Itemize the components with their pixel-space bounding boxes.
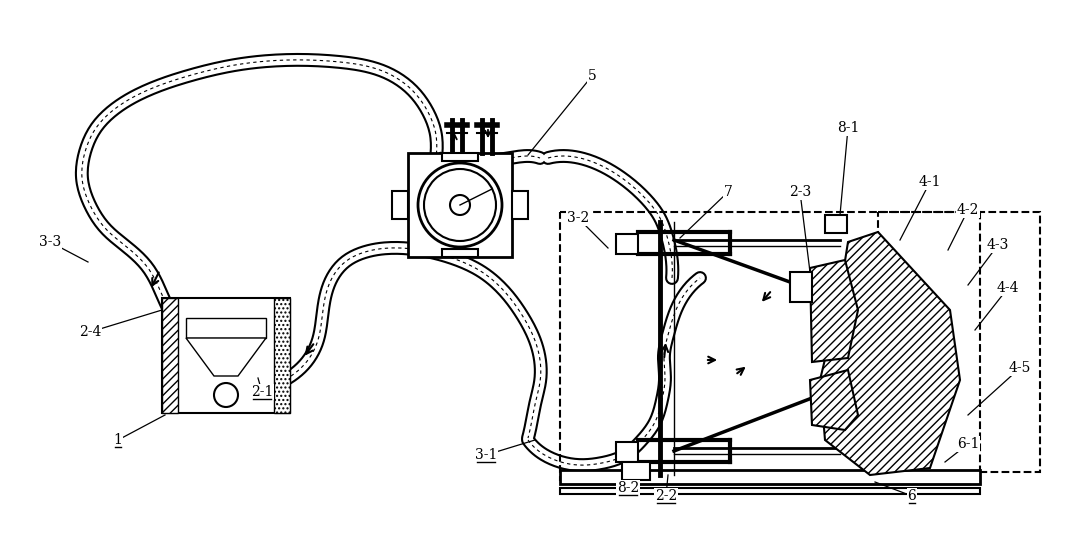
Text: 6-1: 6-1 bbox=[957, 437, 980, 451]
Text: 4-4: 4-4 bbox=[997, 281, 1019, 295]
Circle shape bbox=[214, 383, 238, 407]
Text: 2-1: 2-1 bbox=[251, 385, 273, 399]
Text: 5: 5 bbox=[587, 69, 596, 83]
Bar bbox=[392, 191, 408, 219]
Polygon shape bbox=[810, 260, 858, 362]
Text: 2-3: 2-3 bbox=[788, 185, 811, 199]
Bar bbox=[878, 212, 1040, 472]
Bar bbox=[512, 191, 529, 219]
Circle shape bbox=[418, 163, 502, 247]
Bar bbox=[622, 462, 650, 480]
Text: 3-1: 3-1 bbox=[475, 448, 497, 462]
Bar bbox=[616, 234, 638, 254]
Text: 2-2: 2-2 bbox=[655, 489, 677, 503]
Text: 8-1: 8-1 bbox=[836, 121, 859, 135]
Bar bbox=[162, 298, 290, 413]
Bar bbox=[162, 298, 178, 413]
Polygon shape bbox=[820, 232, 960, 475]
Circle shape bbox=[424, 169, 496, 241]
Text: 1: 1 bbox=[114, 433, 122, 447]
Text: 4-1: 4-1 bbox=[918, 175, 941, 189]
Bar bbox=[186, 318, 266, 338]
Bar bbox=[616, 442, 638, 462]
Bar bbox=[274, 298, 290, 413]
Bar bbox=[560, 212, 980, 480]
Text: 4-2: 4-2 bbox=[957, 203, 980, 217]
Text: 3-3: 3-3 bbox=[39, 235, 61, 249]
Text: 4-5: 4-5 bbox=[1009, 361, 1031, 375]
Bar bbox=[442, 153, 478, 161]
Circle shape bbox=[450, 195, 470, 215]
Bar bbox=[560, 488, 980, 494]
Text: 6: 6 bbox=[907, 489, 916, 503]
Text: 3-2: 3-2 bbox=[567, 211, 589, 225]
Bar bbox=[408, 153, 512, 257]
Polygon shape bbox=[186, 338, 266, 376]
Bar bbox=[560, 470, 980, 484]
Polygon shape bbox=[810, 370, 858, 430]
Bar bbox=[442, 249, 478, 257]
Text: 7: 7 bbox=[724, 185, 733, 199]
Text: 8-2: 8-2 bbox=[617, 481, 639, 495]
Text: 2-4: 2-4 bbox=[79, 325, 102, 339]
Bar bbox=[824, 215, 847, 233]
Bar bbox=[790, 272, 812, 302]
Text: 4-3: 4-3 bbox=[987, 238, 1009, 252]
